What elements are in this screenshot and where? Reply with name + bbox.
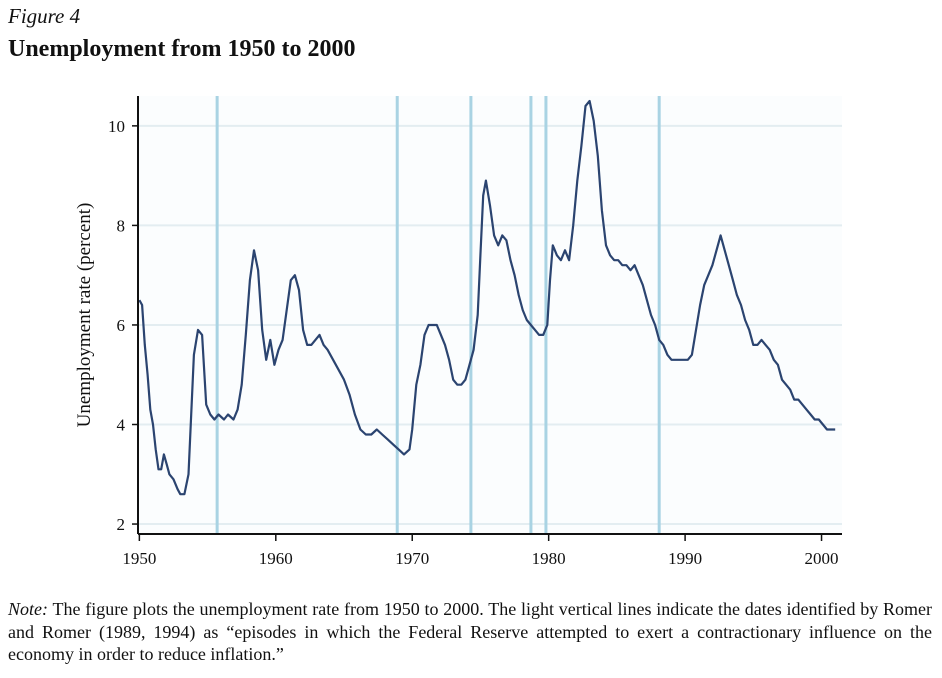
x-tick-label-1970: 1970 [395,549,429,568]
note-label: Note: [8,599,48,619]
figure-note: Note: The figure plots the unemployment … [8,598,932,666]
figure-title: Unemployment from 1950 to 2000 [8,36,356,62]
y-tick-label-8: 8 [117,216,126,235]
x-tick-label-1990: 1990 [668,549,702,568]
note-text: The figure plots the unemployment rate f… [8,599,932,664]
y-tick-label-10: 10 [108,117,125,136]
y-axis-title: Unemployment rate (percent) [74,203,95,428]
figure-label: Figure 4 [8,4,81,28]
unemployment-chart: 2 4 6 8 10 1950 1960 1970 1980 1990 2000 Unemployme… [74,96,842,568]
y-tick-label-2: 2 [117,515,126,534]
x-tick-label-1960: 1960 [259,549,293,568]
y-tick-label-6: 6 [117,316,126,335]
x-tick-label-1980: 1980 [532,549,566,568]
unemployment-series-line [138,99,836,496]
plot-area [138,96,842,534]
x-tick-label-2000: 2000 [805,549,839,568]
y-tick-label-4: 4 [117,416,126,435]
x-tick-label-1950: 1950 [122,549,156,568]
